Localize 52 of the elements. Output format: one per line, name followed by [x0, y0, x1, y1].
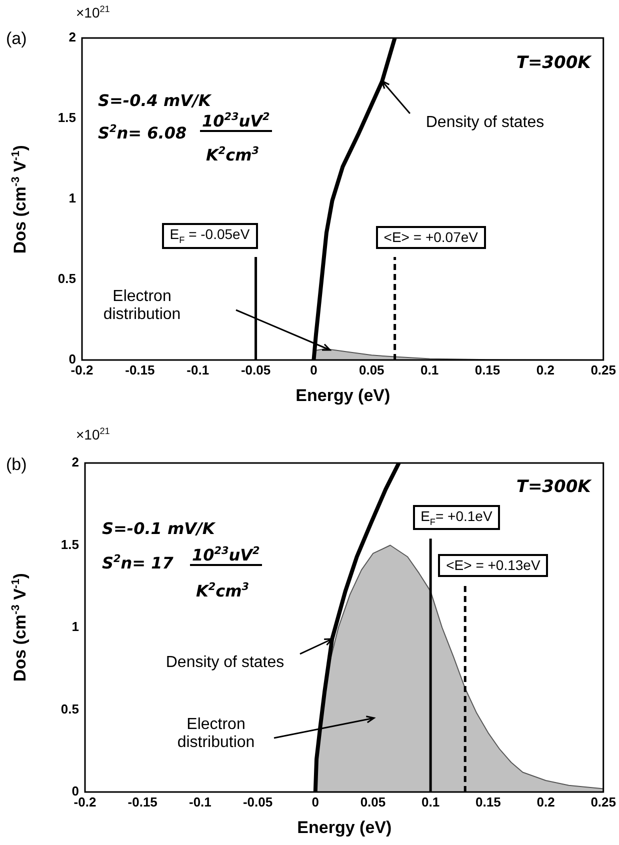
x-tick-label: 0.1	[422, 794, 440, 810]
x-tick-label: 0.1	[420, 362, 439, 378]
x-tick-label: 0.05	[360, 794, 386, 810]
text: ×10$^{21}$	[76, 426, 110, 444]
x-tick-label: -0.15	[128, 794, 158, 810]
x-tick-label: 0.15	[474, 362, 500, 378]
annotation: S$^{2}$n= 17	[102, 553, 174, 572]
x-tick-label: 0	[312, 794, 319, 810]
x-tick-label: 0.05	[358, 362, 384, 378]
annotation: S$^{2}$n= 6.08	[98, 123, 187, 142]
annotation: Electron distribution	[102, 288, 182, 324]
annotation: T=300K	[516, 53, 591, 73]
y-tick-label: 0.5	[58, 271, 76, 286]
x-tick-label: -0.05	[242, 794, 273, 810]
annotation: K$^{2}$cm$^{3}$	[196, 581, 250, 600]
x-tick-label: -0.1	[188, 794, 212, 810]
x-tick-label: -0.1	[186, 362, 210, 378]
y-tick-label: 1	[68, 190, 76, 206]
x-axis-title: Energy (eV)	[296, 386, 390, 406]
x-tick-label: 0.2	[536, 362, 554, 378]
ref-line-label: E$_{F}$ = -0.05eV	[162, 222, 258, 249]
text: ×10$^{21}$	[76, 4, 110, 22]
annotation: Density of states	[164, 654, 286, 672]
annotation: K$^{2}$cm$^{3}$	[206, 145, 260, 164]
x-tick-label: 0.25	[590, 794, 616, 810]
x-tick-label: 0	[310, 362, 318, 378]
text: (a)	[6, 29, 27, 49]
ref-line-label: E$_{F}$= +0.1eV	[412, 504, 500, 530]
annotation: Density of states	[424, 114, 546, 132]
x-tick-label: -0.05	[240, 362, 271, 378]
y-tick-label: 2	[68, 30, 76, 45]
y-tick-label: 0	[68, 352, 76, 367]
x-tick-label: 0.25	[590, 362, 616, 378]
annotation: 10$^{23}$uV$^{2}$	[190, 545, 262, 566]
x-tick-label: 0.2	[536, 794, 555, 810]
y-tick-label: 2	[72, 454, 79, 470]
x-axis-title: Energy (eV)	[297, 818, 392, 838]
x-tick-label: -0.15	[125, 362, 155, 378]
y-tick-label: 0	[72, 784, 79, 799]
y-tick-label: 1.5	[58, 110, 76, 126]
ref-line-label: <E> = +0.07eV	[376, 226, 486, 250]
annotation: 10$^{23}$uV$^{2}$	[200, 111, 272, 132]
y-tick-label: 0.5	[60, 701, 79, 716]
x-tick-label: 0.15	[476, 794, 501, 810]
text: (b)	[6, 455, 27, 475]
ref-line-label: <E> = +0.13eV	[438, 554, 548, 578]
annotation: T=300K	[516, 477, 591, 497]
y-tick-label: 1.5	[60, 536, 79, 552]
annotation: S=-0.4 mV/K	[98, 91, 211, 110]
annotation: S=-0.1 mV/K	[102, 519, 215, 538]
annotation: Electron distribution	[176, 716, 256, 752]
y-tick-label: 1	[72, 619, 79, 634]
